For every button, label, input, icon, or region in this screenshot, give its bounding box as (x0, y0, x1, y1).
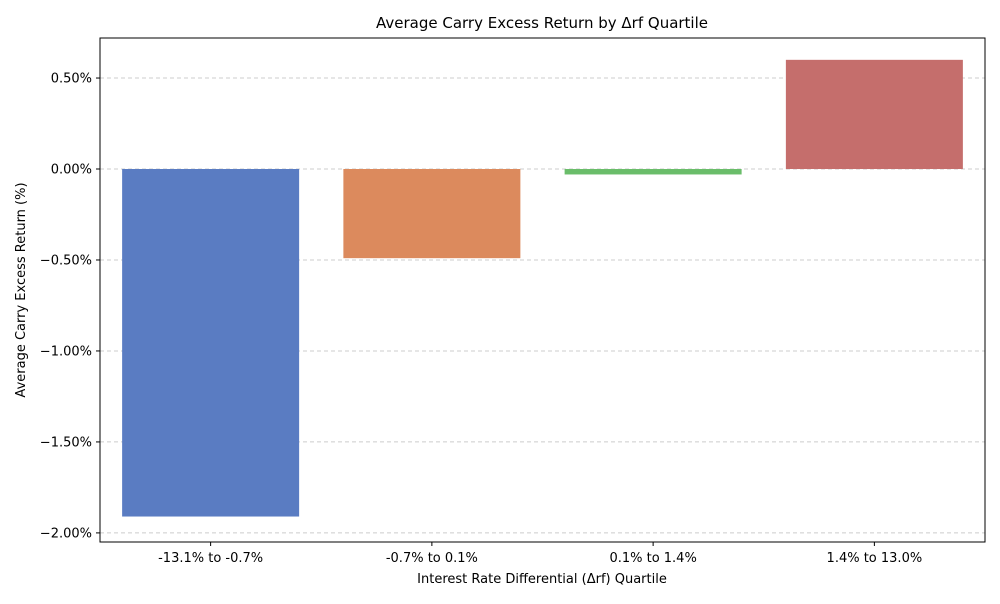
bar (785, 59, 963, 170)
y-axis-ticks: 0.50% 0.00% −0.50% −1.00% −1.50% −2.00% (40, 72, 100, 541)
y-tick-label: −1.50% (40, 435, 92, 450)
bar (564, 169, 742, 175)
axes-frame (99, 37, 986, 543)
y-tick-label: −1.00% (40, 344, 92, 359)
x-tick-label: -13.1% to -0.7% (158, 551, 263, 566)
x-axis-ticks: -13.1% to -0.7% -0.7% to 0.1% 0.1% to 1.4%… (158, 542, 922, 566)
chart-title: Average Carry Excess Return by Δrf Quart… (376, 14, 708, 32)
y-tick-label: −0.50% (40, 253, 92, 268)
bar (122, 169, 300, 517)
x-tick-label: 0.1% to 1.4% (609, 551, 696, 566)
bar-layer (122, 59, 963, 517)
y-tick-label: 0.50% (51, 72, 92, 87)
x-tick-label: 1.4% to 13.0% (827, 551, 923, 566)
bar (343, 169, 521, 259)
x-tick-label: -0.7% to 0.1% (386, 551, 478, 566)
y-tick-label: 0.00% (51, 163, 92, 178)
y-axis-label: Average Carry Excess Return (%) (14, 182, 29, 397)
y-tick-label: −2.00% (40, 526, 92, 541)
x-axis-label: Interest Rate Differential (Δrf) Quartil… (417, 572, 667, 587)
